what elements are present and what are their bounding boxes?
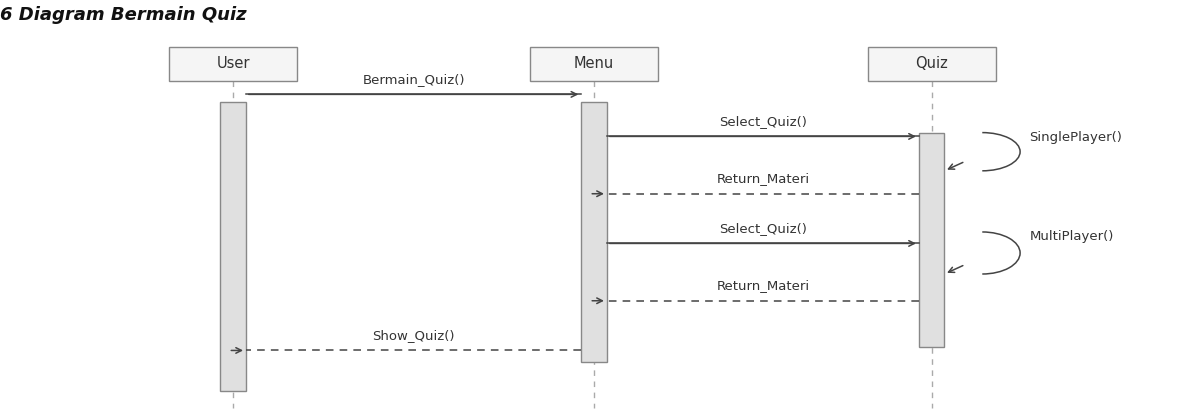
- Text: Select_Quiz(): Select_Quiz(): [719, 222, 807, 235]
- Text: Menu: Menu: [574, 56, 614, 71]
- Text: Show_Quiz(): Show_Quiz(): [372, 329, 455, 342]
- FancyBboxPatch shape: [169, 47, 297, 81]
- Text: SinglePlayer(): SinglePlayer(): [1030, 131, 1123, 144]
- FancyBboxPatch shape: [918, 133, 944, 346]
- Text: Quiz: Quiz: [915, 56, 948, 71]
- Text: Return_Materi: Return_Materi: [716, 279, 809, 292]
- Text: User: User: [216, 56, 249, 71]
- FancyBboxPatch shape: [530, 47, 658, 81]
- Text: 6 Diagram Bermain Quiz: 6 Diagram Bermain Quiz: [0, 6, 247, 24]
- FancyBboxPatch shape: [581, 102, 607, 362]
- FancyBboxPatch shape: [220, 102, 246, 391]
- Text: Return_Materi: Return_Materi: [716, 172, 809, 185]
- FancyBboxPatch shape: [867, 47, 996, 81]
- Text: Bermain_Quiz(): Bermain_Quiz(): [362, 73, 465, 86]
- Text: Select_Quiz(): Select_Quiz(): [719, 115, 807, 128]
- Text: MultiPlayer(): MultiPlayer(): [1030, 230, 1114, 243]
